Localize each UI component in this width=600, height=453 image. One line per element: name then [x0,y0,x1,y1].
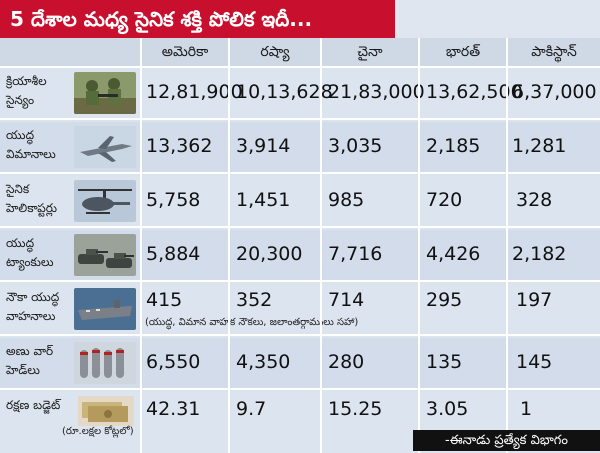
value-usa-nuclear-warheads: 6,550 [146,351,201,373]
title-strip [395,0,600,38]
row-label-helicopters: సైనిక హెలికాప్టర్లు [6,182,58,215]
fighter-jet-image [74,126,136,168]
value-china-tanks: 7,716 [328,243,383,265]
column-divider [228,38,230,453]
source-credit: -ఈనాడు ప్రత్యేక విభాగం [413,430,600,451]
value-russia-active-army: 10,13,628 [236,81,333,103]
value-russia-fighter-jets: 3,914 [236,135,291,157]
table-row: యుద్ధ ట్యాంకులు 5,884 20,300 7,716 4,426… [0,230,600,282]
table-row: నౌకా యుద్ధ వాహనాలు 415 352 714 295 197 (… [0,284,600,336]
value-india-naval-vessels: 295 [426,289,463,311]
value-russia-naval-vessels: 352 [236,289,273,311]
value-usa-naval-vessels: 415 [146,289,183,311]
value-china-naval-vessels: 714 [328,289,365,311]
soldiers-image [74,72,136,114]
value-india-tanks: 4,426 [426,243,481,265]
value-russia-helicopters: 1,451 [236,189,291,211]
value-pakistan-nuclear-warheads: 145 [516,351,553,373]
value-china-fighter-jets: 3,035 [328,135,383,157]
column-header-pakistan: పాకిస్థాన్ [531,44,577,60]
column-header-china: చైనా [357,44,383,60]
tanks-image [74,234,136,276]
value-pakistan-fighter-jets: 1,281 [512,135,567,157]
missiles-image [74,342,136,384]
value-china-nuclear-warheads: 280 [328,351,365,373]
helicopter-image [74,180,136,222]
table-header: అమెరికా రష్యా చైనా భారత్ పాకిస్థాన్ [0,38,600,68]
value-usa-active-army: 12,81,900 [146,81,243,103]
value-china-helicopters: 985 [328,189,365,211]
value-pakistan-tanks: 2,182 [512,243,567,265]
value-pakistan-active-army: 6,37,000 [512,81,597,103]
value-india-helicopters: 720 [426,189,463,211]
budget-unit-note: (రూ.లక్షల కోట్లలో) [62,426,134,437]
page-title: 5 దేశాల మధ్య సైనిక శక్తి పోలిక ఇదీ... [0,0,395,38]
column-divider [140,38,142,453]
currency-image [78,396,134,426]
value-pakistan-helicopters: 328 [516,189,553,211]
row-label-fighter-jets: యుద్ధ విమానాలు [6,128,56,161]
row-label-nuclear-warheads: అణు వార్ హెడ్‌లు [6,344,54,377]
column-header-russia: రష్యా [260,44,290,60]
value-india-defence-budget: 3.05 [426,398,469,420]
value-russia-defence-budget: 9.7 [236,398,267,420]
naval-footnote: (యుద్ధ, విమాన వాహక నౌకలు, జలాంతర్గాములు … [145,317,359,328]
row-label-naval-vessels: నౌకా యుద్ధ వాహనాలు [6,290,60,323]
value-china-defence-budget: 15.25 [328,398,383,420]
value-india-fighter-jets: 2,185 [426,135,481,157]
row-label-tanks: యుద్ధ ట్యాంకులు [6,236,54,269]
table-row: సైనిక హెలికాప్టర్లు 5,758 1,451 985 720 … [0,176,600,228]
table-row: క్రియాశీల సైన్యం 12,81,900 10,13,628 21,… [0,68,600,120]
table-row: యుద్ధ విమానాలు 13,362 3,914 3,035 2,185 … [0,122,600,174]
table-row: అణు వార్ హెడ్‌లు [0,338,600,390]
value-usa-defence-budget: 42.31 [146,398,201,420]
column-divider [506,38,508,453]
comparison-table: అమెరికా రష్యా చైనా భారత్ పాకిస్థాన్ క్రి… [0,38,600,453]
value-india-nuclear-warheads: 135 [426,351,463,373]
aircraft-carrier-image [74,288,136,330]
row-label-defence-budget: రక్షణ బడ్జెట్ [6,398,61,412]
value-usa-tanks: 5,884 [146,243,201,265]
value-usa-fighter-jets: 13,362 [146,135,213,157]
value-china-active-army: 21,83,000 [328,81,425,103]
value-usa-helicopters: 5,758 [146,189,201,211]
value-russia-nuclear-warheads: 4,350 [236,351,291,373]
column-divider [418,38,420,453]
column-divider [320,38,322,453]
column-header-usa: అమెరికా [161,44,209,60]
row-label-active-army: క్రియాశీల సైన్యం [6,74,47,107]
column-header-india: భారత్ [445,44,481,60]
value-india-active-army: 13,62,500 [426,81,523,103]
value-pakistan-naval-vessels: 197 [516,289,553,311]
value-russia-tanks: 20,300 [236,243,303,265]
value-pakistan-defence-budget: 1 [520,398,533,420]
